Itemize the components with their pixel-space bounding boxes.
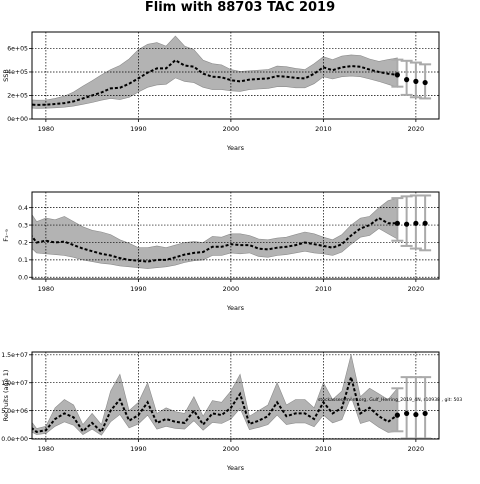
x-tick-label: 2010 bbox=[315, 285, 332, 293]
x-tick-label: 2020 bbox=[408, 445, 425, 453]
y-tick-label: 0.1 bbox=[18, 257, 28, 264]
forecast-point bbox=[394, 412, 400, 418]
estimate-line bbox=[32, 58, 398, 106]
y-tick-label: 1.5e+07 bbox=[1, 352, 28, 359]
figure-title: Flim with 88703 TAC 2019 bbox=[144, 0, 336, 15]
forecast-point bbox=[404, 77, 410, 83]
forecast-point bbox=[413, 411, 419, 418]
x-axis-label: Years bbox=[226, 464, 245, 472]
x-tick-label: 2000 bbox=[223, 125, 240, 133]
y-tick-label: 0.2 bbox=[18, 240, 28, 247]
y-tick-label: 0.3 bbox=[18, 222, 28, 229]
panel-1: 1980 1990 2000 2010 2020 0e+00 2e+05 4e+05 6e+05… bbox=[2, 31, 440, 152]
x-tick-label: 2000 bbox=[223, 285, 240, 293]
x-tick-label: 1980 bbox=[38, 285, 55, 293]
y-tick-label: 0e+00 bbox=[7, 116, 28, 123]
forecast-point bbox=[422, 79, 428, 86]
estimate-line bbox=[32, 216, 398, 263]
x-tick-label: 2020 bbox=[408, 125, 425, 133]
confidence-band bbox=[32, 197, 398, 269]
y-axis-label: Recruits (age 1) bbox=[2, 370, 10, 422]
y-tick-label: 6e+05 bbox=[7, 46, 28, 53]
y-axis-label: SSB bbox=[2, 69, 10, 82]
y-tick-label: 5.0e+06 bbox=[1, 408, 28, 415]
estimate-line bbox=[32, 373, 398, 434]
confidence-band bbox=[32, 354, 398, 436]
panel-3: 1980 1990 2000 2010 2020 0.0e+00 5.0e+06 1.0e+0… bbox=[1, 351, 440, 472]
x-tick-label: 1980 bbox=[38, 445, 55, 453]
forecast-point bbox=[422, 410, 428, 417]
x-tick-label: 2000 bbox=[223, 445, 240, 453]
plot-area bbox=[32, 352, 439, 439]
x-tick-label: 2020 bbox=[408, 285, 425, 293]
plot-frame bbox=[31, 191, 440, 280]
x-tick-label: 1990 bbox=[130, 285, 147, 293]
y-tick-label: 0.4 bbox=[18, 205, 28, 212]
forecast-point bbox=[394, 220, 400, 226]
y-tick-label: 0.0 bbox=[18, 274, 28, 281]
forecast-point bbox=[404, 221, 410, 227]
x-tick-label: 1990 bbox=[130, 445, 147, 453]
forecast-point bbox=[404, 410, 410, 417]
forecast-point bbox=[422, 220, 428, 226]
plot-frame bbox=[31, 351, 440, 440]
source-annotation: stockassessment.org, Gulf_Herring_2019_4… bbox=[318, 397, 462, 403]
plot-area bbox=[32, 192, 439, 279]
y-axis-label: F₃₋₉ bbox=[2, 229, 10, 242]
x-axis-label: Years bbox=[226, 304, 245, 312]
forecast-point bbox=[394, 72, 400, 78]
y-tick-label: 1.0e+07 bbox=[1, 380, 28, 387]
plot-frame bbox=[31, 31, 440, 120]
x-tick-label: 2010 bbox=[315, 125, 332, 133]
x-axis-label: Years bbox=[226, 144, 245, 152]
y-tick-label: 2e+05 bbox=[7, 93, 28, 100]
x-tick-label: 1990 bbox=[130, 125, 147, 133]
forecast-point bbox=[413, 78, 419, 84]
y-tick-label: 4e+05 bbox=[7, 69, 28, 76]
y-tick-label: 0.0e+00 bbox=[1, 436, 28, 443]
forecast-point bbox=[413, 220, 419, 226]
x-tick-label: 1980 bbox=[38, 125, 55, 133]
plot-area bbox=[32, 32, 439, 119]
x-tick-label: 2010 bbox=[315, 445, 332, 453]
panel-2: 1980 1990 2000 2010 2020 0.0 0.1 0.2 0.3 0.4 Years… bbox=[2, 191, 440, 312]
